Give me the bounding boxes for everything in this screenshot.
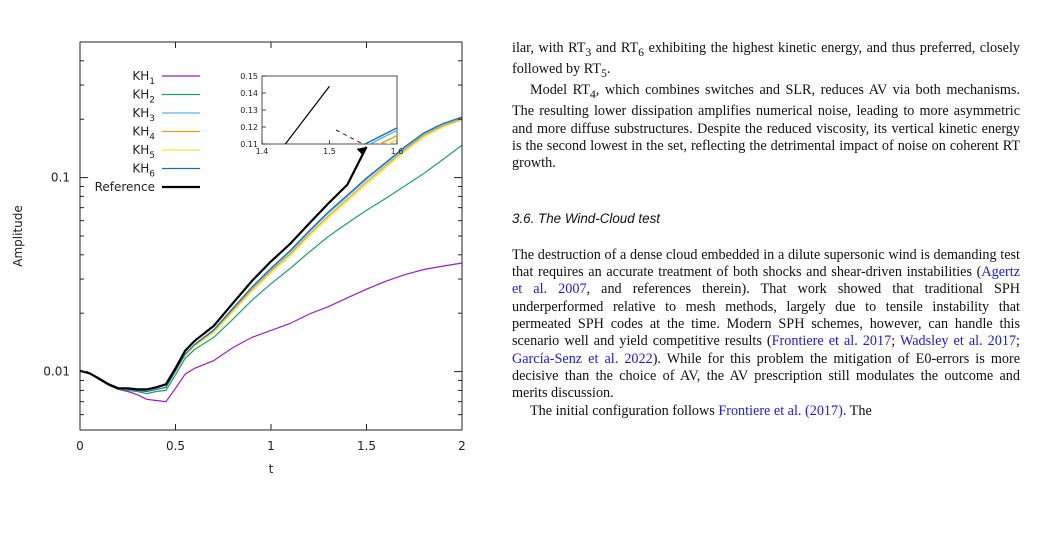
citation-link[interactable]: García-Senz et al. 2022 xyxy=(512,350,653,367)
reference-arrowhead xyxy=(356,146,367,155)
inset-frame xyxy=(261,75,398,145)
amplitude-chart: 0 0.5 1 1.5 2 0.010.1 t Amplitude KH1KH2KH3K… xyxy=(11,41,466,476)
inset-series-line xyxy=(284,85,330,144)
series-line-kh2 xyxy=(79,144,463,395)
inset-y-tick-label: 0.11 xyxy=(240,140,258,149)
x-tick-label: 2 xyxy=(458,439,466,453)
x-tick-label: 0 xyxy=(76,439,84,453)
legend-label: KH5 xyxy=(132,143,155,161)
legend-label: Reference xyxy=(95,180,155,194)
series-line-kh3 xyxy=(79,117,463,393)
citation-link[interactable]: Agertz et al. 2007 xyxy=(512,264,1020,298)
zoom-arrow xyxy=(335,129,365,146)
y-tick-label: 0.1 xyxy=(51,171,70,185)
series-line-reference xyxy=(79,146,368,391)
citation-link[interactable]: Wadsley et al. 2017 xyxy=(899,333,1017,350)
citation-link[interactable]: Frontiere et al. (2017) xyxy=(718,402,843,419)
x-tick-label: 0.5 xyxy=(166,439,185,453)
series-layer xyxy=(79,116,463,403)
x-tick-label: 1.5 xyxy=(357,439,376,453)
legend-label: KH6 xyxy=(132,162,155,180)
x-axis-label: t xyxy=(269,462,274,476)
inset-x-tick-label: 1.5 xyxy=(323,147,336,156)
inset-x-tick-label: 1.4 xyxy=(256,147,269,156)
x-tick-label: 1 xyxy=(267,439,275,453)
citation-link[interactable]: Frontiere et al. 2017 xyxy=(771,333,892,350)
inset-y-tick-label: 0.12 xyxy=(240,123,258,132)
y-axis-label: Amplitude xyxy=(11,205,25,267)
paragraph-3: The destruction of a dense cloud embedde… xyxy=(512,246,1020,402)
inset-y-tick-label: 0.13 xyxy=(240,106,258,115)
inset-x-tick-label: 1.6 xyxy=(391,147,404,156)
legend-label: KH4 xyxy=(132,125,155,143)
series-line-kh4 xyxy=(79,118,463,393)
inset-plot: 1.4 1.5 1.6 0.11 0.12 0.13 0.14 0.15 xyxy=(240,72,404,156)
paragraph-2: Model RT4, which combines switches and S… xyxy=(512,82,1020,172)
text-column: ilar, with RT3 and RT6 exhibiting the hi… xyxy=(512,40,1020,420)
inset-y-tick-label: 0.15 xyxy=(240,72,258,81)
legend-label: KH1 xyxy=(132,69,155,87)
figure: 0 0.5 1 1.5 2 0.01 0.1 t Amplitude KH1 KH2 KH3 K… xyxy=(0,0,490,534)
zoom-connector xyxy=(335,129,365,146)
paragraph-1: ilar, with RT3 and RT6 exhibiting the hi… xyxy=(512,40,1020,80)
legend-label: KH2 xyxy=(132,88,155,106)
series-line-kh6 xyxy=(79,116,463,393)
paragraph-4: The initial configuration follows Fronti… xyxy=(530,402,872,419)
y-tick-label: 0.01 xyxy=(43,365,70,379)
inset-y-tick-label: 0.14 xyxy=(240,89,258,98)
section-title: 3.6. The Wind-Cloud test xyxy=(512,210,660,226)
legend-label: KH3 xyxy=(132,106,155,124)
